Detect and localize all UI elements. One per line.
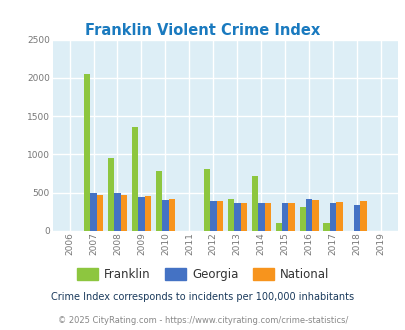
Bar xyxy=(312,200,318,231)
Text: © 2025 CityRating.com - https://www.cityrating.com/crime-statistics/: © 2025 CityRating.com - https://www.city… xyxy=(58,315,347,325)
Bar xyxy=(329,203,336,231)
Bar xyxy=(336,202,342,231)
Text: Crime Index corresponds to incidents per 100,000 inhabitants: Crime Index corresponds to incidents per… xyxy=(51,292,354,302)
Bar xyxy=(299,207,305,231)
Bar xyxy=(227,199,234,231)
Bar xyxy=(131,127,138,231)
Bar xyxy=(264,203,270,231)
Bar xyxy=(288,203,294,231)
Bar xyxy=(275,222,281,231)
Bar xyxy=(258,203,264,231)
Bar xyxy=(114,193,120,231)
Bar xyxy=(305,199,312,231)
Bar xyxy=(96,195,103,231)
Bar xyxy=(107,158,114,231)
Bar xyxy=(90,193,96,231)
Bar xyxy=(251,176,258,231)
Bar xyxy=(156,171,162,231)
Bar xyxy=(234,203,240,231)
Text: Franklin Violent Crime Index: Franklin Violent Crime Index xyxy=(85,23,320,38)
Bar xyxy=(353,205,360,231)
Bar xyxy=(203,169,210,231)
Bar xyxy=(120,195,127,231)
Bar xyxy=(168,199,175,231)
Bar xyxy=(162,200,168,231)
Bar xyxy=(323,222,329,231)
Bar xyxy=(138,197,144,231)
Bar xyxy=(144,196,151,231)
Bar xyxy=(210,201,216,231)
Bar xyxy=(360,201,366,231)
Bar xyxy=(240,203,246,231)
Legend: Franklin, Georgia, National: Franklin, Georgia, National xyxy=(72,263,333,286)
Bar xyxy=(216,201,222,231)
Bar xyxy=(281,203,288,231)
Bar xyxy=(83,74,90,231)
